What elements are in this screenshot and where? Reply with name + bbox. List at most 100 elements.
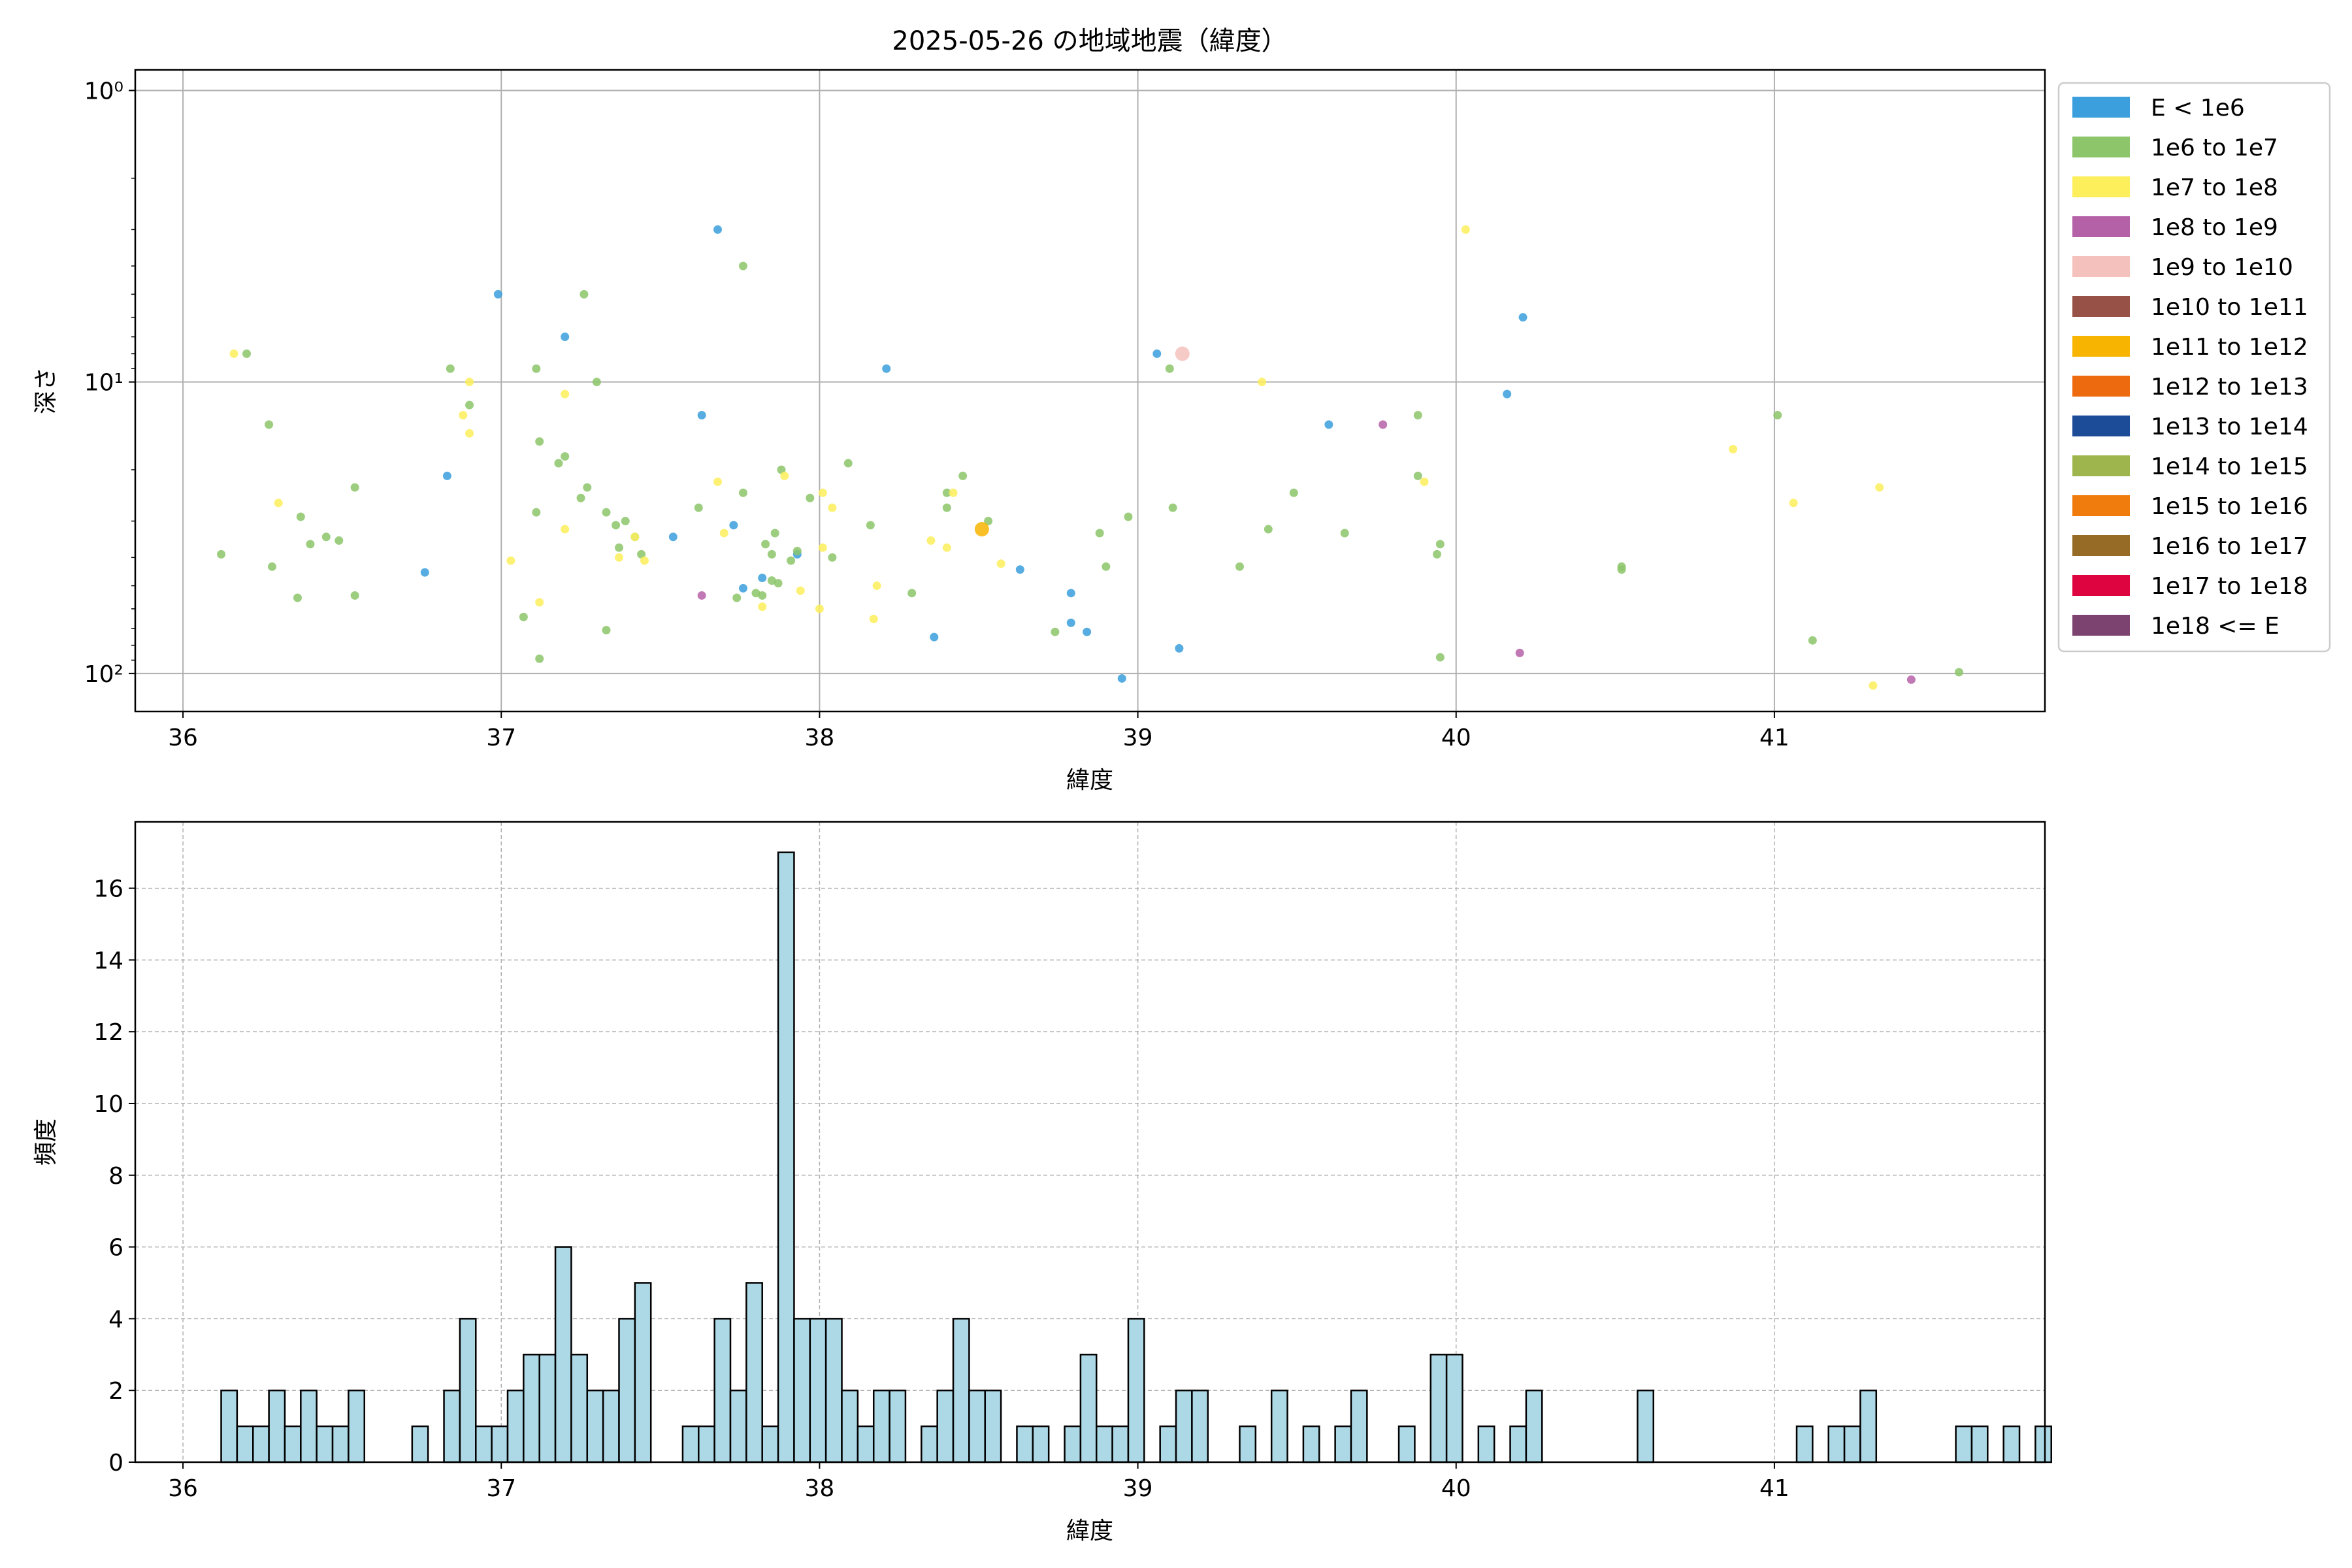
- legend-swatch: [2072, 376, 2130, 397]
- histogram-y-ticks: 0 2 4 6 8 10 12 14 16: [93, 876, 135, 1477]
- legend-label: 1e9 to 1e10: [2151, 254, 2293, 281]
- scatter-point: [882, 364, 891, 373]
- scatter-point: [1066, 589, 1075, 598]
- legend-swatch: [2072, 97, 2130, 118]
- histogram-bar: [284, 1425, 302, 1463]
- scatter-point: [694, 503, 703, 512]
- scatter-point: [335, 536, 344, 545]
- legend-label: 1e6 to 1e7: [2151, 135, 2278, 161]
- legend-swatch: [2072, 615, 2130, 636]
- histogram-bar: [602, 1389, 620, 1463]
- scatter-point: [1515, 648, 1524, 657]
- scatter-point: [806, 493, 815, 502]
- scatter-point: [1617, 565, 1626, 574]
- scatter-point: [614, 543, 623, 552]
- histogram-bar: [984, 1389, 1002, 1463]
- scatter-point: [729, 521, 738, 530]
- scatter-point: [738, 261, 747, 270]
- histogram-bar: [220, 1389, 238, 1463]
- scatter-point: [1906, 675, 1916, 684]
- scatter-axes-frame: [134, 69, 2046, 713]
- scatter-point: [796, 586, 805, 595]
- scatter-point: [580, 289, 589, 299]
- scatter-point: [1433, 549, 1442, 559]
- histogram-bar: [889, 1389, 907, 1463]
- scatter-point: [602, 508, 611, 517]
- scatter-point: [828, 553, 837, 562]
- histogram-bar: [411, 1425, 429, 1463]
- scatter-point: [1954, 668, 1963, 677]
- histogram-bar: [936, 1389, 955, 1463]
- scatter-point: [926, 536, 936, 545]
- scatter-point: [1518, 313, 1527, 322]
- scatter-y-axis-label: 深さ: [33, 367, 59, 414]
- scatter-point: [1083, 627, 1092, 636]
- histogram-bar: [443, 1389, 461, 1463]
- scatter-point: [942, 543, 951, 552]
- scatter-point: [1503, 389, 1512, 399]
- scatter-point: [321, 532, 331, 542]
- scatter-point: [1095, 529, 1104, 538]
- legend-swatch: [2072, 137, 2130, 157]
- legend-swatch: [2072, 535, 2130, 556]
- histogram-bar: [236, 1425, 254, 1463]
- energy-legend: E < 1e6 1e6 to 1e7 1e7 to 1e8 1e8 to 1e9 1e9…: [2057, 82, 2331, 653]
- histogram-bar: [268, 1389, 286, 1463]
- legend-label: 1e17 to 1e18: [2151, 573, 2308, 600]
- scatter-point: [465, 429, 474, 438]
- scatter-point: [561, 452, 570, 461]
- histogram-x-tick-label: 37: [486, 1475, 516, 1502]
- scatter-x-tick-label: 38: [805, 725, 835, 751]
- scatter-point: [1773, 411, 1782, 420]
- histogram-y-axis-label: 頻度: [33, 1119, 59, 1166]
- scatter-point: [767, 549, 776, 559]
- scatter-point: [306, 540, 315, 549]
- scatter-point: [519, 612, 528, 621]
- legend-label: 1e12 to 1e13: [2151, 374, 2308, 400]
- histogram-bar: [523, 1354, 540, 1463]
- scatter-point: [561, 333, 570, 342]
- histogram-bar: [586, 1389, 604, 1463]
- scatter-point: [780, 471, 789, 480]
- histogram-y-tick-label: 6: [108, 1235, 123, 1262]
- histogram-x-tick-label: 38: [805, 1475, 835, 1502]
- scatter-point: [1413, 411, 1422, 420]
- histogram-bar: [1397, 1425, 1416, 1463]
- histogram-y-tick-label: 16: [93, 876, 123, 903]
- scatter-y-ticks: 10⁰ 10¹ 10²: [84, 78, 135, 688]
- histogram-bar: [745, 1282, 763, 1463]
- histogram-bar: [681, 1425, 700, 1463]
- scatter-series: [1175, 346, 1190, 361]
- scatter-point: [1379, 420, 1388, 429]
- scatter-point: [713, 477, 723, 486]
- scatter-point: [532, 364, 541, 373]
- scatter-point: [1729, 444, 1738, 453]
- scatter-point: [1165, 364, 1174, 373]
- histogram-bar: [1429, 1354, 1448, 1463]
- histogram-bar: [634, 1282, 652, 1463]
- histogram-x-tick-label: 39: [1123, 1475, 1153, 1502]
- legend-swatch: [2072, 416, 2130, 436]
- histogram-bar: [1445, 1354, 1463, 1463]
- scatter-point: [738, 488, 747, 497]
- histogram-bar: [1859, 1389, 1878, 1463]
- histogram-bar: [1970, 1425, 1989, 1463]
- legend-label: 1e15 to 1e16: [2151, 493, 2308, 520]
- histogram-bar: [618, 1318, 636, 1463]
- scatter-point: [668, 532, 678, 542]
- scatter-point: [1420, 477, 1429, 486]
- scatter-point: [265, 420, 274, 429]
- scatter-point: [465, 400, 474, 410]
- scatter-point: [640, 556, 649, 565]
- histogram-bar: [761, 1425, 779, 1463]
- histogram-x-axis-label: 緯度: [1066, 1518, 1113, 1544]
- scatter-point: [630, 532, 640, 542]
- histogram-bar: [841, 1389, 859, 1463]
- scatter-point: [996, 559, 1005, 568]
- histogram-bar: [1509, 1425, 1527, 1463]
- scatter-point: [350, 483, 359, 492]
- scatter-point: [1152, 349, 1162, 358]
- scatter-point: [459, 411, 468, 420]
- histogram-x-tick-label: 40: [1441, 1475, 1471, 1502]
- histogram-bar: [300, 1389, 318, 1463]
